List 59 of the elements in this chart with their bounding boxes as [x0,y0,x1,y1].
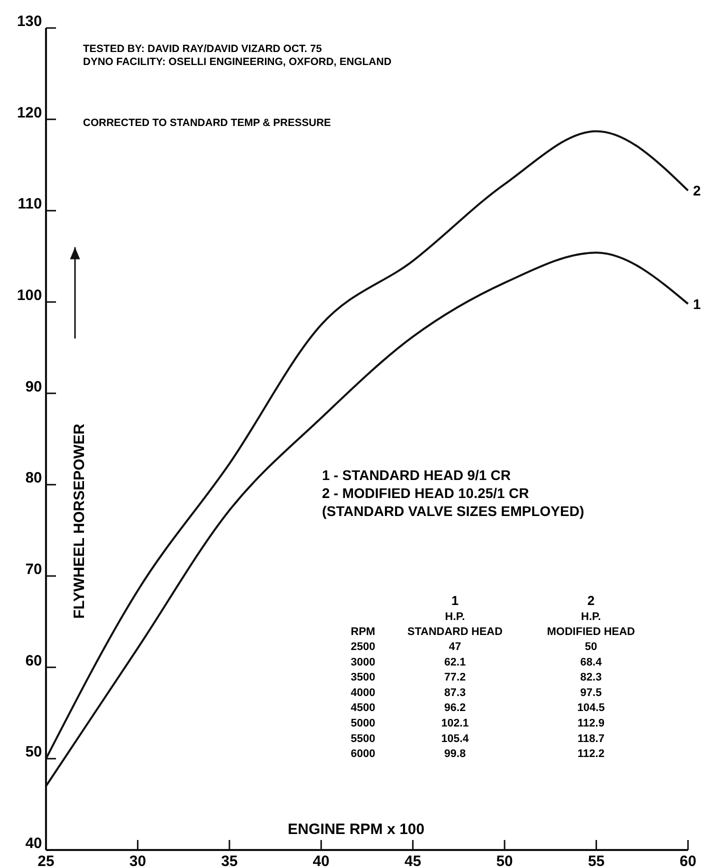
annotation: TESTED BY: DAVID RAY/DAVID VIZARD OCT. 75 [83,43,322,55]
annotation: 112.2 [578,748,604,760]
x-tick-label: 30 [129,853,146,868]
annotation: 87.3 [444,686,466,699]
x-tick-label: 55 [588,853,605,868]
annotation: CORRECTED TO STANDARD TEMP & PRESSURE [83,117,331,129]
annotation: (STANDARD VALVE SIZES EMPLOYED) [322,503,584,519]
annotation: 99.8 [444,748,466,760]
x-tick-label: 40 [312,853,330,868]
y-tick-label: 60 [25,652,42,670]
y-tick-label: 80 [25,470,42,487]
annotation: 97.5 [580,686,602,699]
y-tick-label: 40 [25,835,42,852]
annotation: 5000 [350,718,376,730]
annotation: 62.1 [444,656,466,668]
annotation: DYNO FACILITY: OSELLI ENGINEERING, OXFORD, ENGLAND [83,56,392,68]
y-tick-label: 50 [25,744,42,761]
annotation: 3500 [350,672,376,684]
y-tick-label: 130 [16,13,42,30]
annotation: 2 - MODIFIED HEAD 10.25/1 CR [322,485,529,501]
x-tick-label: 45 [404,853,422,868]
annotation: 112.9 [578,718,604,730]
annotation: 77.2 [444,672,466,684]
series-label: 1 [693,296,701,312]
y-axis-title: FLYWHEEL HORSEPOWER [71,424,88,619]
annotation: 4500 [350,702,376,714]
annotation: STANDARD HEAD [407,626,503,638]
annotation: 6000 [350,748,376,760]
annotation: RPM [350,626,376,638]
annotation: 50 [584,641,598,653]
annotation: 118.7 [578,732,604,745]
y-tick-label: 90 [25,378,42,396]
y-tick-label: 100 [16,287,42,304]
annotation: 104.5 [577,702,605,714]
annotation: 68.4 [580,656,603,668]
text: 2 [587,593,595,608]
annotation: H.P. [581,611,601,623]
annotation: 2500 [350,641,376,653]
x-axis-title: ENGINE RPM x 100 [288,821,424,838]
annotation: 1 - STANDARD HEAD 9/1 CR [322,467,511,483]
y-tick-label: 120 [16,104,42,122]
x-tick-label: 60 [680,853,696,868]
text: 1 [451,593,459,608]
annotation: 105.4 [441,732,470,745]
y-tick-label: 110 [18,196,42,213]
x-tick-label: 50 [496,853,513,868]
annotation: 96.2 [444,702,466,714]
annotation: 4000 [350,686,376,699]
annotation: 47 [448,641,462,653]
annotation: 3000 [350,656,376,668]
series-label: 2 [693,182,701,199]
annotation: 82.3 [580,672,602,684]
annotation: H.P. [445,611,465,623]
annotation: MODIFIED HEAD [547,626,636,638]
x-tick-label: 25 [38,853,54,868]
y-tick-label: 70 [25,561,42,578]
annotation: 5500 [350,732,376,745]
x-tick-label: 35 [221,853,238,868]
annotation: 102.1 [441,718,469,730]
